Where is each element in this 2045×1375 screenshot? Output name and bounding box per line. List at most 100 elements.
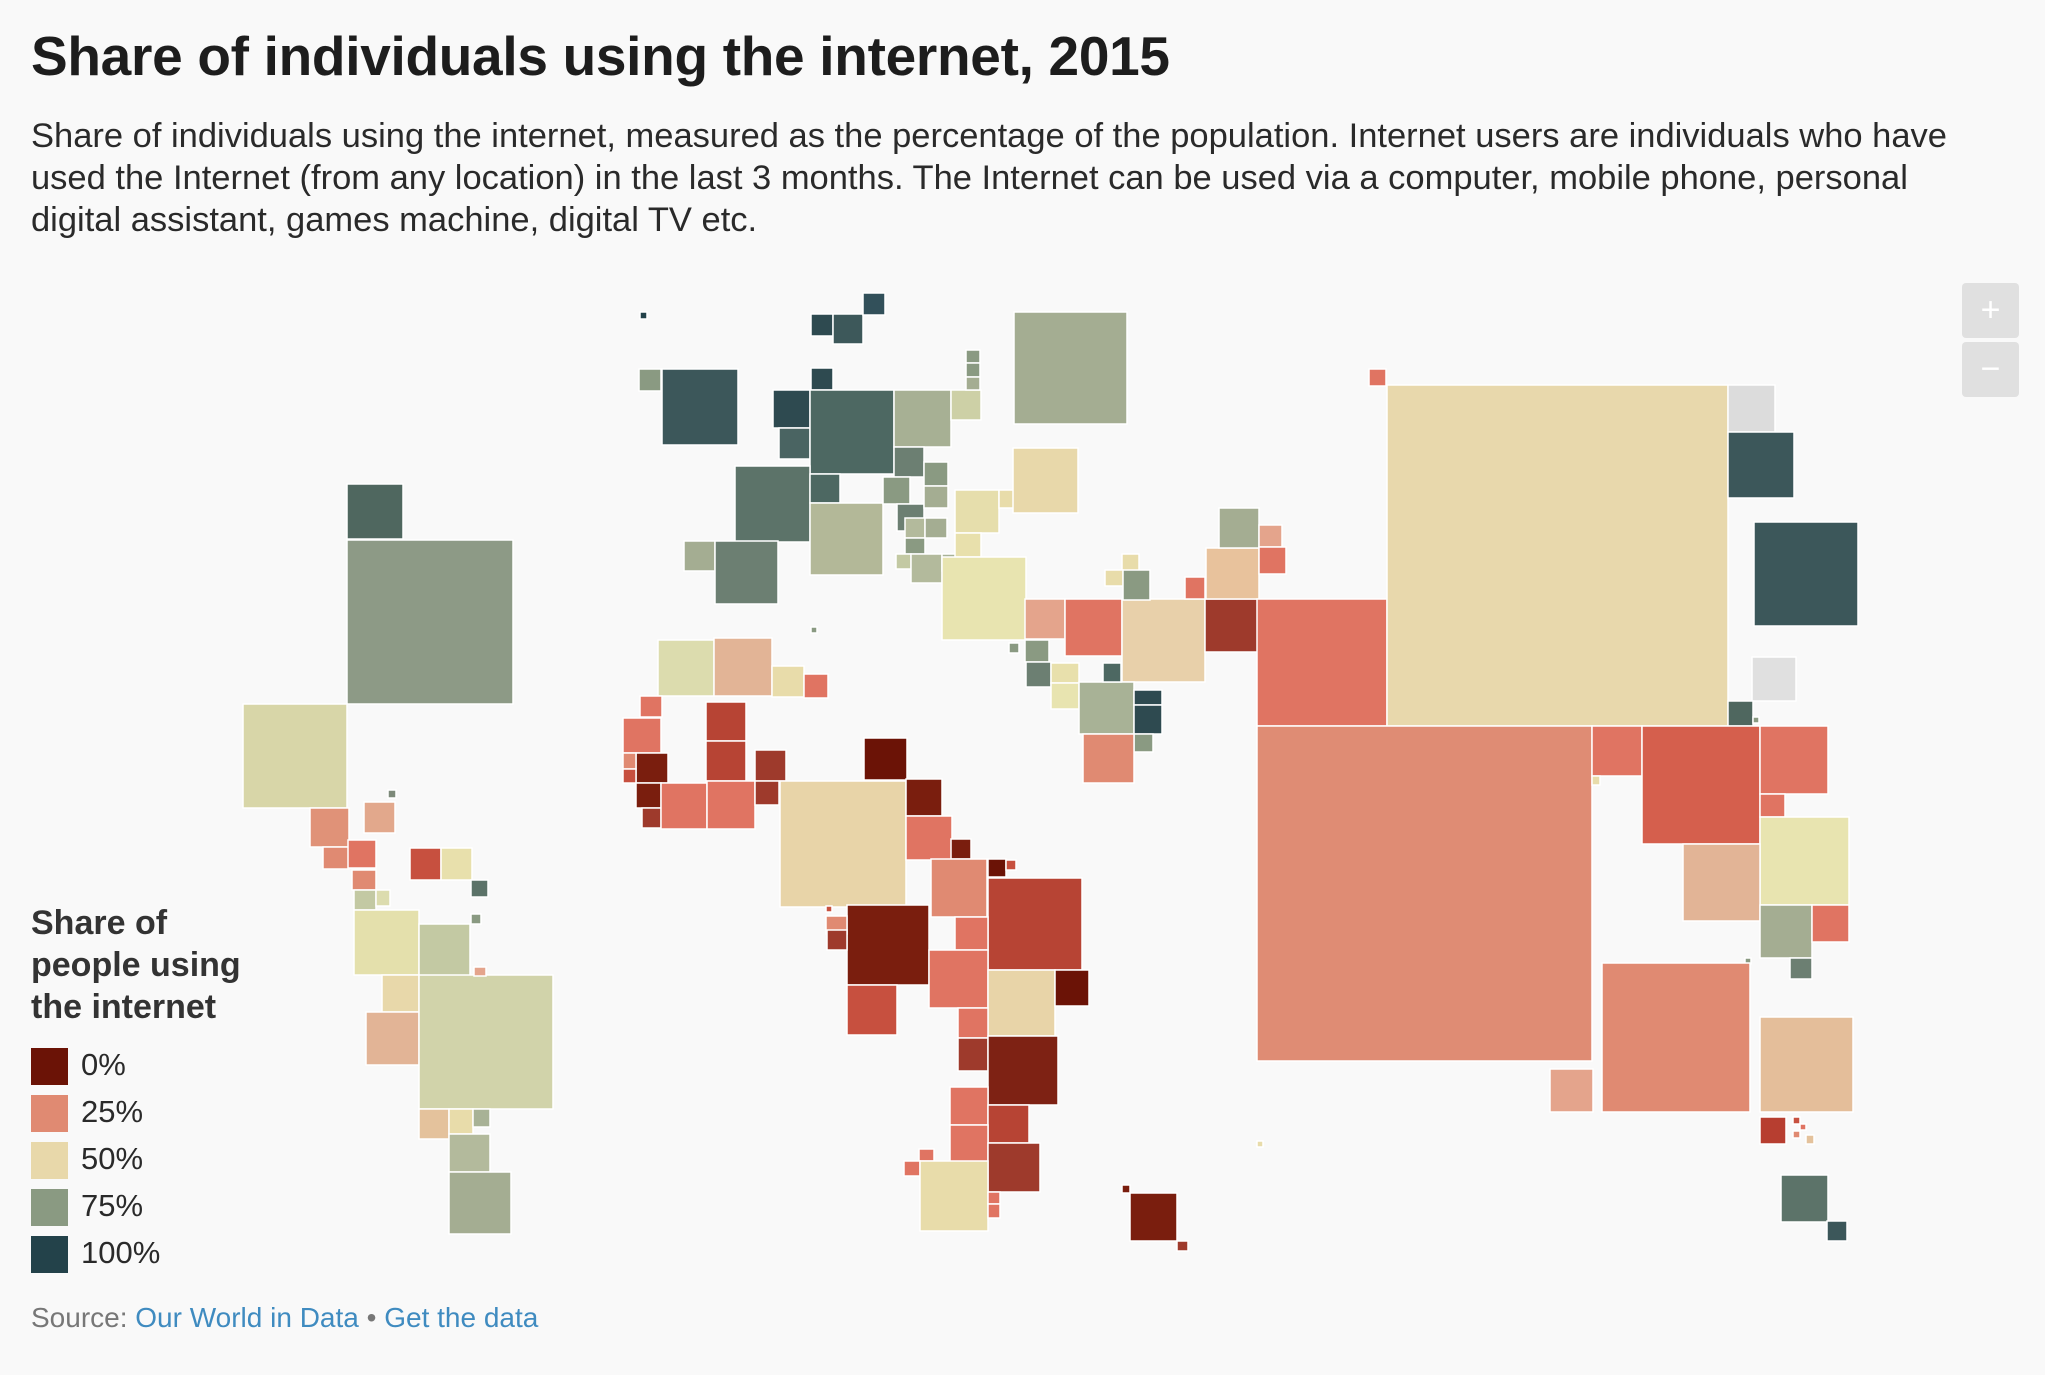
country-tile[interactable] bbox=[635, 782, 662, 809]
country-tile[interactable] bbox=[965, 362, 981, 378]
country-tile[interactable] bbox=[954, 489, 1000, 534]
country-tile[interactable] bbox=[705, 701, 747, 742]
country-tile[interactable] bbox=[375, 889, 391, 907]
country-tile[interactable] bbox=[418, 974, 554, 1110]
country-tile[interactable] bbox=[660, 782, 708, 830]
country-tile[interactable] bbox=[1121, 1184, 1131, 1194]
country-tile[interactable] bbox=[987, 1142, 1041, 1193]
country-tile[interactable] bbox=[1789, 957, 1813, 980]
country-tile[interactable] bbox=[778, 427, 811, 460]
country-tile[interactable] bbox=[322, 846, 350, 870]
country-tile[interactable] bbox=[470, 879, 489, 898]
country-tile[interactable] bbox=[242, 703, 348, 809]
country-tile[interactable] bbox=[1792, 1116, 1801, 1125]
zoom-in-button[interactable]: + bbox=[1962, 283, 2019, 338]
country-tile[interactable] bbox=[639, 695, 663, 718]
country-tile[interactable] bbox=[1826, 1220, 1848, 1242]
country-tile[interactable] bbox=[641, 807, 662, 829]
country-tile[interactable] bbox=[1184, 576, 1206, 600]
country-tile[interactable] bbox=[1256, 1140, 1264, 1148]
country-tile[interactable] bbox=[418, 923, 471, 978]
country-tile[interactable] bbox=[941, 556, 1027, 641]
country-tile[interactable] bbox=[1601, 962, 1751, 1113]
country-tile[interactable] bbox=[1012, 447, 1079, 514]
country-tile[interactable] bbox=[363, 801, 396, 834]
country-tile[interactable] bbox=[904, 537, 926, 555]
country-tile[interactable] bbox=[957, 1037, 989, 1072]
country-tile[interactable] bbox=[809, 389, 895, 475]
country-tile[interactable] bbox=[346, 483, 404, 540]
country-tile[interactable] bbox=[683, 540, 716, 572]
country-tile[interactable] bbox=[1549, 1068, 1594, 1113]
country-tile[interactable] bbox=[1780, 1174, 1829, 1223]
country-tile[interactable] bbox=[1727, 384, 1776, 433]
country-tile[interactable] bbox=[473, 966, 487, 977]
country-tile[interactable] bbox=[1368, 368, 1387, 387]
country-tile[interactable] bbox=[846, 984, 898, 1036]
country-tile[interactable] bbox=[905, 815, 953, 861]
country-tile[interactable] bbox=[1050, 662, 1080, 684]
country-tile[interactable] bbox=[987, 1035, 1059, 1106]
country-tile[interactable] bbox=[1121, 598, 1206, 683]
country-tile[interactable] bbox=[928, 949, 989, 1009]
country-tile[interactable] bbox=[862, 292, 886, 316]
country-tile[interactable] bbox=[1082, 733, 1135, 784]
country-tile[interactable] bbox=[1805, 1134, 1815, 1145]
country-tile[interactable] bbox=[1204, 598, 1259, 653]
country-tile[interactable] bbox=[987, 1191, 1001, 1205]
country-tile[interactable] bbox=[346, 539, 514, 705]
country-tile[interactable] bbox=[639, 311, 648, 320]
country-tile[interactable] bbox=[1008, 642, 1020, 654]
country-tile[interactable] bbox=[1025, 661, 1052, 688]
country-tile[interactable] bbox=[754, 780, 780, 806]
country-tile[interactable] bbox=[309, 807, 350, 848]
country-tile[interactable] bbox=[825, 905, 833, 913]
country-tile[interactable] bbox=[1727, 700, 1754, 727]
country-tile[interactable] bbox=[1256, 598, 1388, 727]
get-data-link[interactable]: Get the data bbox=[384, 1302, 539, 1333]
country-tile[interactable] bbox=[1752, 716, 1760, 724]
country-tile[interactable] bbox=[1753, 521, 1859, 627]
country-tile[interactable] bbox=[1133, 704, 1163, 735]
country-tile[interactable] bbox=[1218, 507, 1260, 549]
country-tile[interactable] bbox=[470, 913, 482, 925]
country-tile[interactable] bbox=[810, 367, 834, 391]
country-tile[interactable] bbox=[1129, 1192, 1178, 1242]
country-tile[interactable] bbox=[353, 909, 420, 976]
country-tile[interactable] bbox=[949, 1086, 989, 1126]
country-tile[interactable] bbox=[826, 929, 848, 951]
country-tile[interactable] bbox=[1682, 843, 1761, 922]
country-tile[interactable] bbox=[905, 778, 943, 817]
country-tile[interactable] bbox=[954, 532, 982, 558]
country-tile[interactable] bbox=[1024, 598, 1066, 640]
country-tile[interactable] bbox=[1176, 1240, 1189, 1252]
country-tile[interactable] bbox=[810, 626, 818, 634]
country-tile[interactable] bbox=[1256, 725, 1593, 1062]
country-tile[interactable] bbox=[440, 847, 473, 881]
country-tile[interactable] bbox=[832, 313, 864, 345]
country-tile[interactable] bbox=[809, 502, 884, 576]
country-tile[interactable] bbox=[949, 1124, 989, 1163]
country-tile[interactable] bbox=[1751, 656, 1797, 702]
country-tile[interactable] bbox=[803, 673, 829, 699]
country-tile[interactable] bbox=[713, 637, 773, 697]
country-tile[interactable] bbox=[895, 553, 912, 570]
country-tile[interactable] bbox=[893, 446, 925, 478]
country-tile[interactable] bbox=[1759, 1116, 1787, 1145]
country-tile[interactable] bbox=[809, 473, 841, 504]
country-tile[interactable] bbox=[918, 1148, 935, 1162]
country-tile[interactable] bbox=[657, 639, 715, 697]
country-tile[interactable] bbox=[622, 717, 662, 754]
country-tile[interactable] bbox=[351, 869, 377, 891]
country-tile[interactable] bbox=[661, 368, 739, 446]
country-tile[interactable] bbox=[1591, 775, 1601, 786]
country-tile[interactable] bbox=[1759, 1016, 1854, 1113]
country-tile[interactable] bbox=[903, 1160, 921, 1177]
country-tile[interactable] bbox=[472, 1108, 491, 1128]
country-tile[interactable] bbox=[1013, 311, 1128, 425]
country-tile[interactable] bbox=[1386, 384, 1729, 727]
country-tile[interactable] bbox=[919, 1160, 989, 1232]
country-tile[interactable] bbox=[706, 780, 756, 830]
country-tile[interactable] bbox=[930, 858, 988, 918]
